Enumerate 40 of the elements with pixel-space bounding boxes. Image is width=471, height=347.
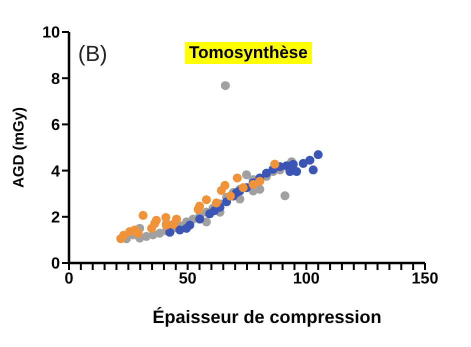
y-tick-label: 10 [42, 24, 60, 42]
point [147, 224, 156, 233]
x-tick-label: 150 [412, 270, 438, 288]
x-axis-title: Épaisseur de compression [152, 307, 382, 327]
y-tick-label: 6 [51, 117, 60, 134]
point [210, 206, 219, 216]
x-tick-label: 50 [178, 270, 197, 288]
x-tick-label: 0 [64, 270, 74, 288]
y-tick-label: 0 [51, 256, 60, 273]
point [182, 224, 191, 233]
point [220, 180, 230, 190]
point [226, 192, 235, 201]
y-tick-label: 2 [51, 209, 60, 226]
point [161, 212, 170, 222]
point [314, 150, 323, 160]
point [165, 228, 174, 237]
point [232, 173, 242, 182]
point [242, 170, 252, 180]
point [212, 198, 221, 208]
point [220, 81, 230, 90]
point [168, 220, 178, 229]
point [134, 228, 143, 238]
y-axis-title: AGD (mGy) [10, 107, 28, 188]
point [280, 191, 290, 200]
point [255, 176, 264, 186]
point [238, 183, 248, 192]
y-tick-label: 8 [51, 70, 60, 88]
point [270, 160, 280, 169]
point [202, 195, 211, 204]
text: Tomosynthèse [185, 42, 312, 64]
point [262, 168, 271, 178]
point [195, 214, 204, 224]
point [138, 210, 148, 220]
point [152, 216, 161, 225]
point [308, 165, 318, 174]
point [285, 167, 294, 176]
point [305, 156, 314, 165]
annotation: (B) [78, 41, 108, 67]
x-tick-label: 100 [292, 270, 320, 288]
y-tick-label: 4 [51, 163, 60, 180]
